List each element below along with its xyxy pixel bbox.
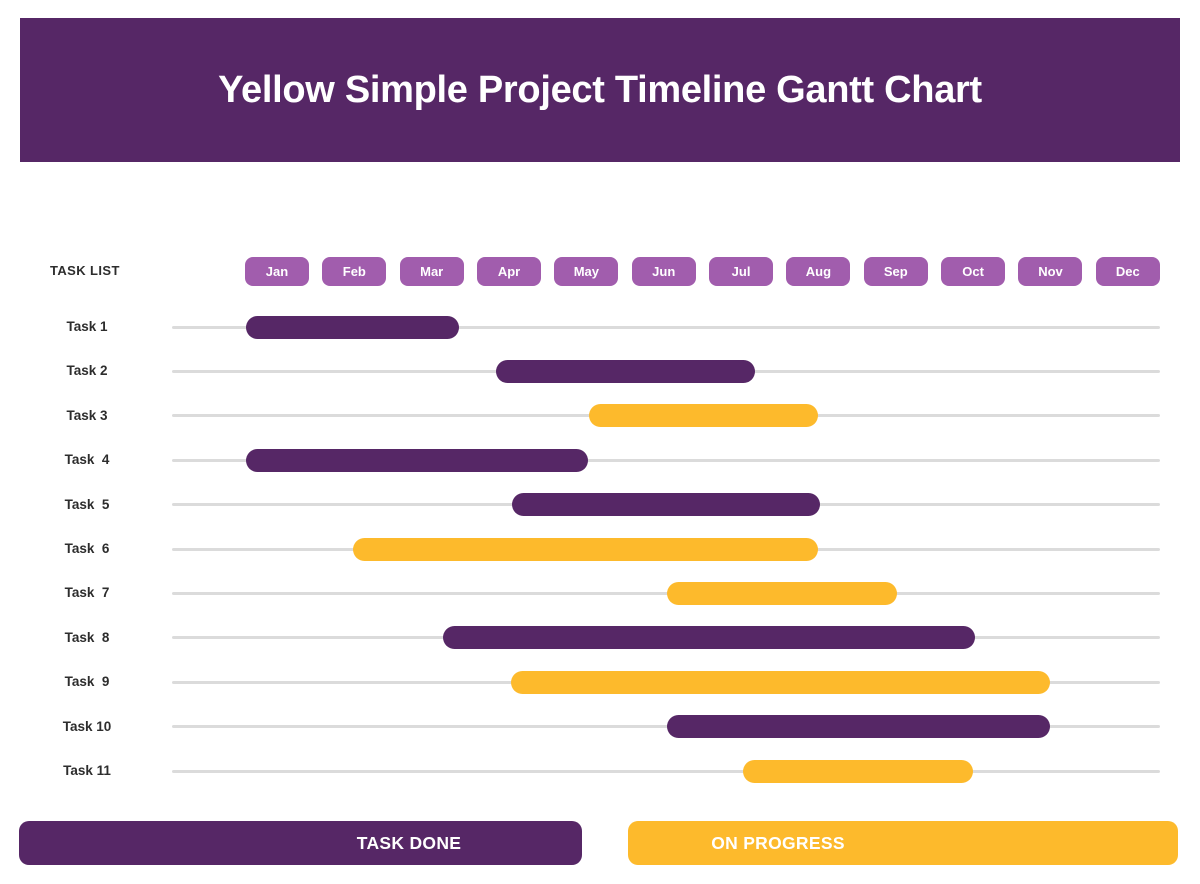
task-row-track [172,458,1160,462]
month-pill-aug: Aug [786,257,851,286]
task-label: Task 7 [64,585,110,601]
gantt-bar-done [666,715,1050,739]
task-label: Task 8 [64,629,110,645]
task-row-track [172,591,1160,595]
gantt-bar-done [495,359,755,383]
legend-progress-pill [628,821,1178,865]
task-label: Task 11 [63,763,111,778]
task-list-heading: TASK LIST [50,263,120,278]
gantt-bar-progress [743,759,974,783]
legend-done-label: TASK DONE [356,833,462,853]
page-title: Yellow Simple Project Timeline Gantt Cha… [218,68,982,111]
month-pill-dec: Dec [1095,257,1160,286]
header-banner: Yellow Simple Project Timeline Gantt Cha… [20,18,1180,162]
task-label: Task 9 [64,674,110,690]
task-label: Task 6 [64,541,110,556]
task-label: Task 10 [62,718,112,734]
gantt-bar-done [246,448,588,472]
gantt-bar-progress [510,670,1050,694]
month-pill-jan: Jan [244,257,309,286]
task-label: Task 3 [66,407,108,423]
month-pill-feb: Feb [322,257,387,286]
month-pill-apr: Apr [477,257,542,286]
task-row-track [172,769,1160,773]
month-pill-mar: Mar [399,257,464,286]
month-pill-may: May [554,257,619,286]
month-pill-jun: Jun [631,257,696,286]
month-pill-jul: Jul [709,257,774,286]
task-label: Task 1 [66,319,108,334]
gantt-bar-done [442,626,975,650]
legend-done-pill [19,821,582,865]
gantt-bar-done [246,315,459,339]
month-pill-sep: Sep [863,257,928,286]
task-label: Task 2 [66,363,108,379]
gantt-bar-progress [352,537,819,561]
month-pill-oct: Oct [941,257,1006,286]
month-pill-nov: Nov [1018,257,1083,286]
task-label: Task 5 [64,496,110,512]
legend-progress-label: ON PROGRESS [711,833,845,853]
task-row-track [172,325,1160,329]
task-label: Task 4 [64,452,110,468]
gantt-bar-done [512,493,820,517]
gantt-bar-progress [666,581,898,605]
gantt-bar-progress [588,404,819,428]
task-row-track [172,725,1160,729]
